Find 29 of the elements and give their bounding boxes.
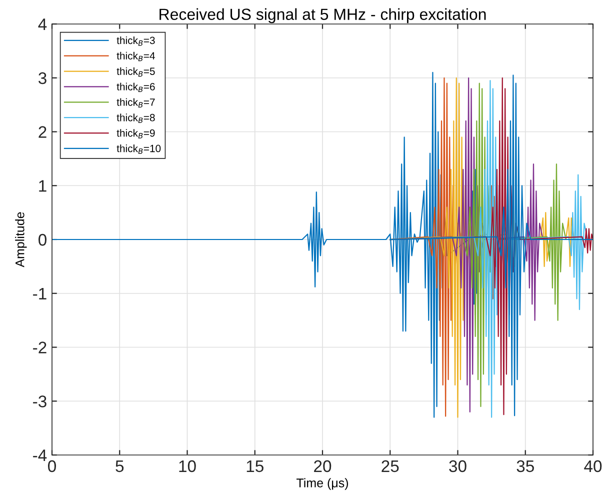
x-tick-label: 30 (449, 460, 466, 472)
x-tick-label: 0 (48, 460, 56, 472)
chart-title: Received US signal at 5 MHz - chirp excitation (160, 8, 486, 24)
x-tick-label: 15 (246, 460, 264, 472)
y-tick-label: 3 (38, 72, 46, 84)
legend-label: thick$_{B}$=6 (116, 82, 155, 92)
x-axis-title: Time (μs) (296, 478, 348, 490)
x-tick-label: 40 (584, 460, 602, 472)
y-tick-label: 4 (38, 18, 47, 30)
y-tick-label: 0 (38, 234, 46, 246)
y-tick-label: -3 (33, 396, 46, 408)
x-tick-label: 25 (382, 460, 399, 472)
y-tick-label: 2 (38, 126, 46, 138)
legend-label: thick$_{B}$=4 (116, 52, 155, 62)
x-tick-label: 35 (516, 460, 534, 472)
legend-label: thick$_{B}$=10 (116, 144, 161, 154)
legend-label: thick$_{B}$=5 (116, 67, 155, 77)
x-tick-label: 20 (314, 460, 332, 472)
legend-label: thick$_{B}$=7 (116, 98, 155, 108)
y-tick-label: -2 (33, 342, 46, 354)
y-tick-label: 1 (39, 180, 46, 192)
y-tick-label: -4 (33, 450, 47, 462)
legend-label: thick$_{B}$=3 (116, 36, 155, 46)
y-tick-label: -1 (33, 288, 46, 300)
y-axis-title: Amplitude (15, 212, 27, 268)
legend-label: thick$_{B}$=9 (116, 129, 155, 138)
x-tick-label: 10 (179, 460, 196, 472)
legend-label: thick$_{B}$=8 (116, 114, 155, 123)
x-tick-label: 5 (116, 460, 124, 472)
